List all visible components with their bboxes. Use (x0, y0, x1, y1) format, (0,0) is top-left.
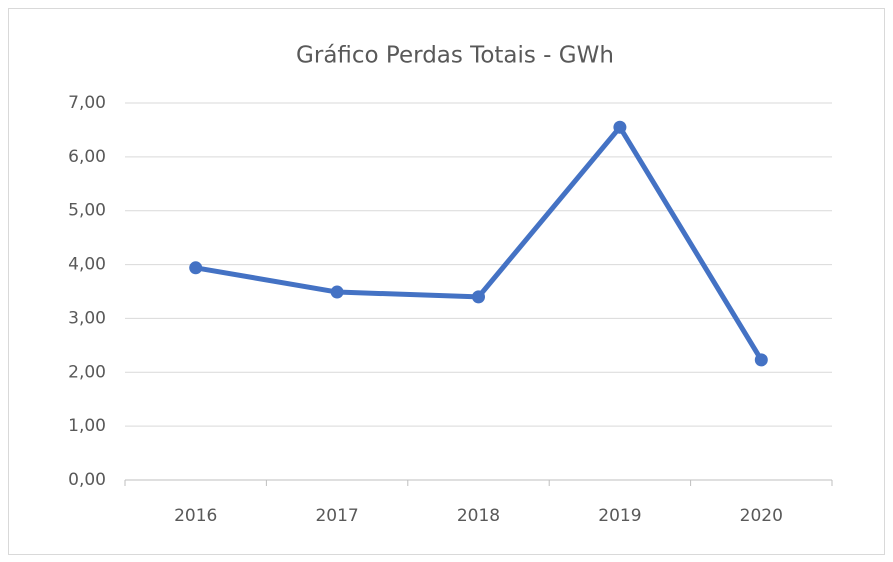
y-tick-label: 3,00 (68, 308, 106, 328)
x-tick-label: 2019 (598, 506, 641, 526)
x-tick-label: 2016 (174, 506, 217, 526)
y-tick-label: 0,00 (68, 470, 106, 490)
y-tick-label: 5,00 (68, 201, 106, 221)
x-tick-label: 2017 (315, 506, 358, 526)
y-tick-label: 7,00 (68, 93, 106, 113)
data-point (189, 261, 203, 275)
y-tick-label: 2,00 (68, 362, 106, 382)
chart-border (8, 8, 885, 555)
y-tick-label: 4,00 (68, 255, 106, 275)
data-point (472, 290, 485, 304)
data-point (754, 353, 768, 367)
chart-title: Gráfico Perdas Totais - GWh (296, 43, 614, 69)
y-tick-label: 6,00 (68, 147, 106, 167)
x-tick-label: 2020 (740, 506, 783, 526)
x-tick-label: 2018 (457, 506, 500, 526)
data-point (613, 120, 627, 134)
y-tick-label: 1,00 (68, 416, 106, 436)
data-point (330, 285, 344, 299)
